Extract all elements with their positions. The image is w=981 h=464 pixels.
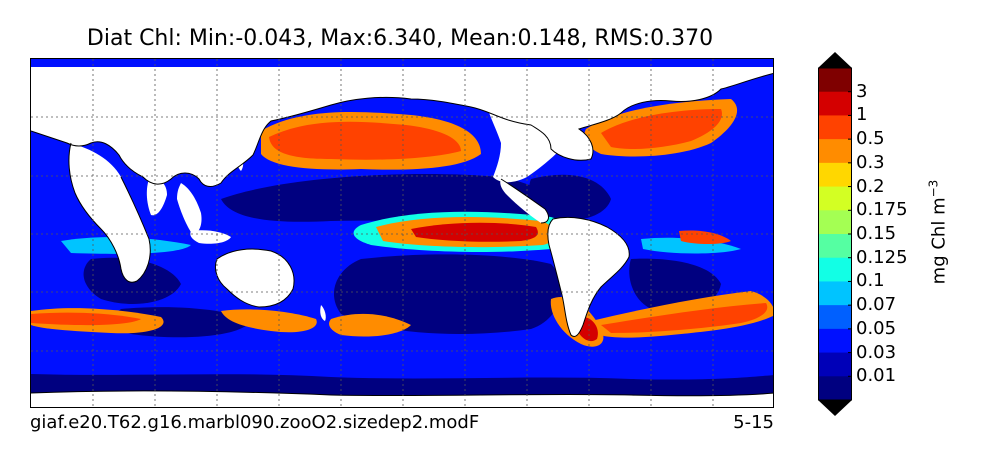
map-panel [30,58,774,408]
colorbar-tick-label: 1 [856,104,868,126]
south-tasman-bloom [221,309,317,333]
south-america-land [547,217,630,337]
india-land [146,178,167,216]
graticule [31,59,773,407]
colorbar-tick-label: 0.05 [856,317,897,339]
colorbar-over-arrow [818,52,852,68]
colorbar-segment [818,139,852,164]
colorbar-tick-label: 0.01 [856,365,897,387]
australia-land [215,249,295,307]
colorbar-segment [818,376,852,401]
greenland-land [590,68,671,100]
colorbar-segment [818,186,852,211]
colorbar-tick-label: 0.175 [856,199,908,221]
colorbar-tick-label: 0.07 [856,294,897,316]
colorbar-tick-label: 0.125 [856,246,908,268]
equatorial-pacific-core [411,222,538,242]
se-asia-land [177,183,202,235]
run-name-caption: giaf.e20.T62.g16.marbl090.zooO2.sizedep2… [30,412,480,433]
coastlines [31,73,773,397]
colorbar-under-arrow [818,400,852,416]
colorbar-tick-label: 3 [856,80,868,102]
north-pacific-bloom-core [269,121,461,160]
plot-title: Diat Chl: Min:-0.043, Max:6.340, Mean:0.… [86,26,714,51]
north-atlantic-gyre [529,174,611,221]
north-pacific-gyre [221,173,559,223]
colorbar-segment [818,162,852,188]
ocean-map [31,59,773,407]
southern-indian-bloom-core [31,312,141,326]
colorbar-segment [818,281,852,306]
colorbar-tick-label: 0.1 [856,270,885,292]
colorbar-segment [818,328,852,354]
colorbar-tick-label: 0.2 [856,175,885,197]
colorbar-tick-label: 0.15 [856,223,897,244]
colorbar-tick-label: 0.5 [856,128,885,150]
colorbar-segment [818,68,852,93]
equatorial-atlantic-band [641,237,741,254]
colorbar-units: mg Chl m−3 [926,179,950,285]
colorbar [818,52,852,416]
south-atlantic-bloom-core [601,303,768,333]
south-atlantic-gyre [629,258,721,312]
indonesia-land [190,230,231,244]
colorbar-segment [818,210,852,235]
colorbar-tick-label: 0.03 [856,341,897,363]
central-america-land [500,179,549,223]
colorbar-segment [818,305,852,330]
south-pacific-gyre [333,254,562,334]
depth-range-caption: 5-15 [733,412,774,433]
south-pacific-bloom [329,313,411,337]
colorbar-tick-label: 0.3 [856,151,885,173]
new-zealand-land [320,305,326,321]
colorbar-segment [818,115,852,140]
colorbar-segment [818,234,852,259]
north-atlantic-bloom-core [601,109,722,149]
colorbar-segment [818,257,852,282]
colorbar-segment [818,91,852,116]
africa-land [68,143,151,283]
colorbar-segment [818,352,852,377]
